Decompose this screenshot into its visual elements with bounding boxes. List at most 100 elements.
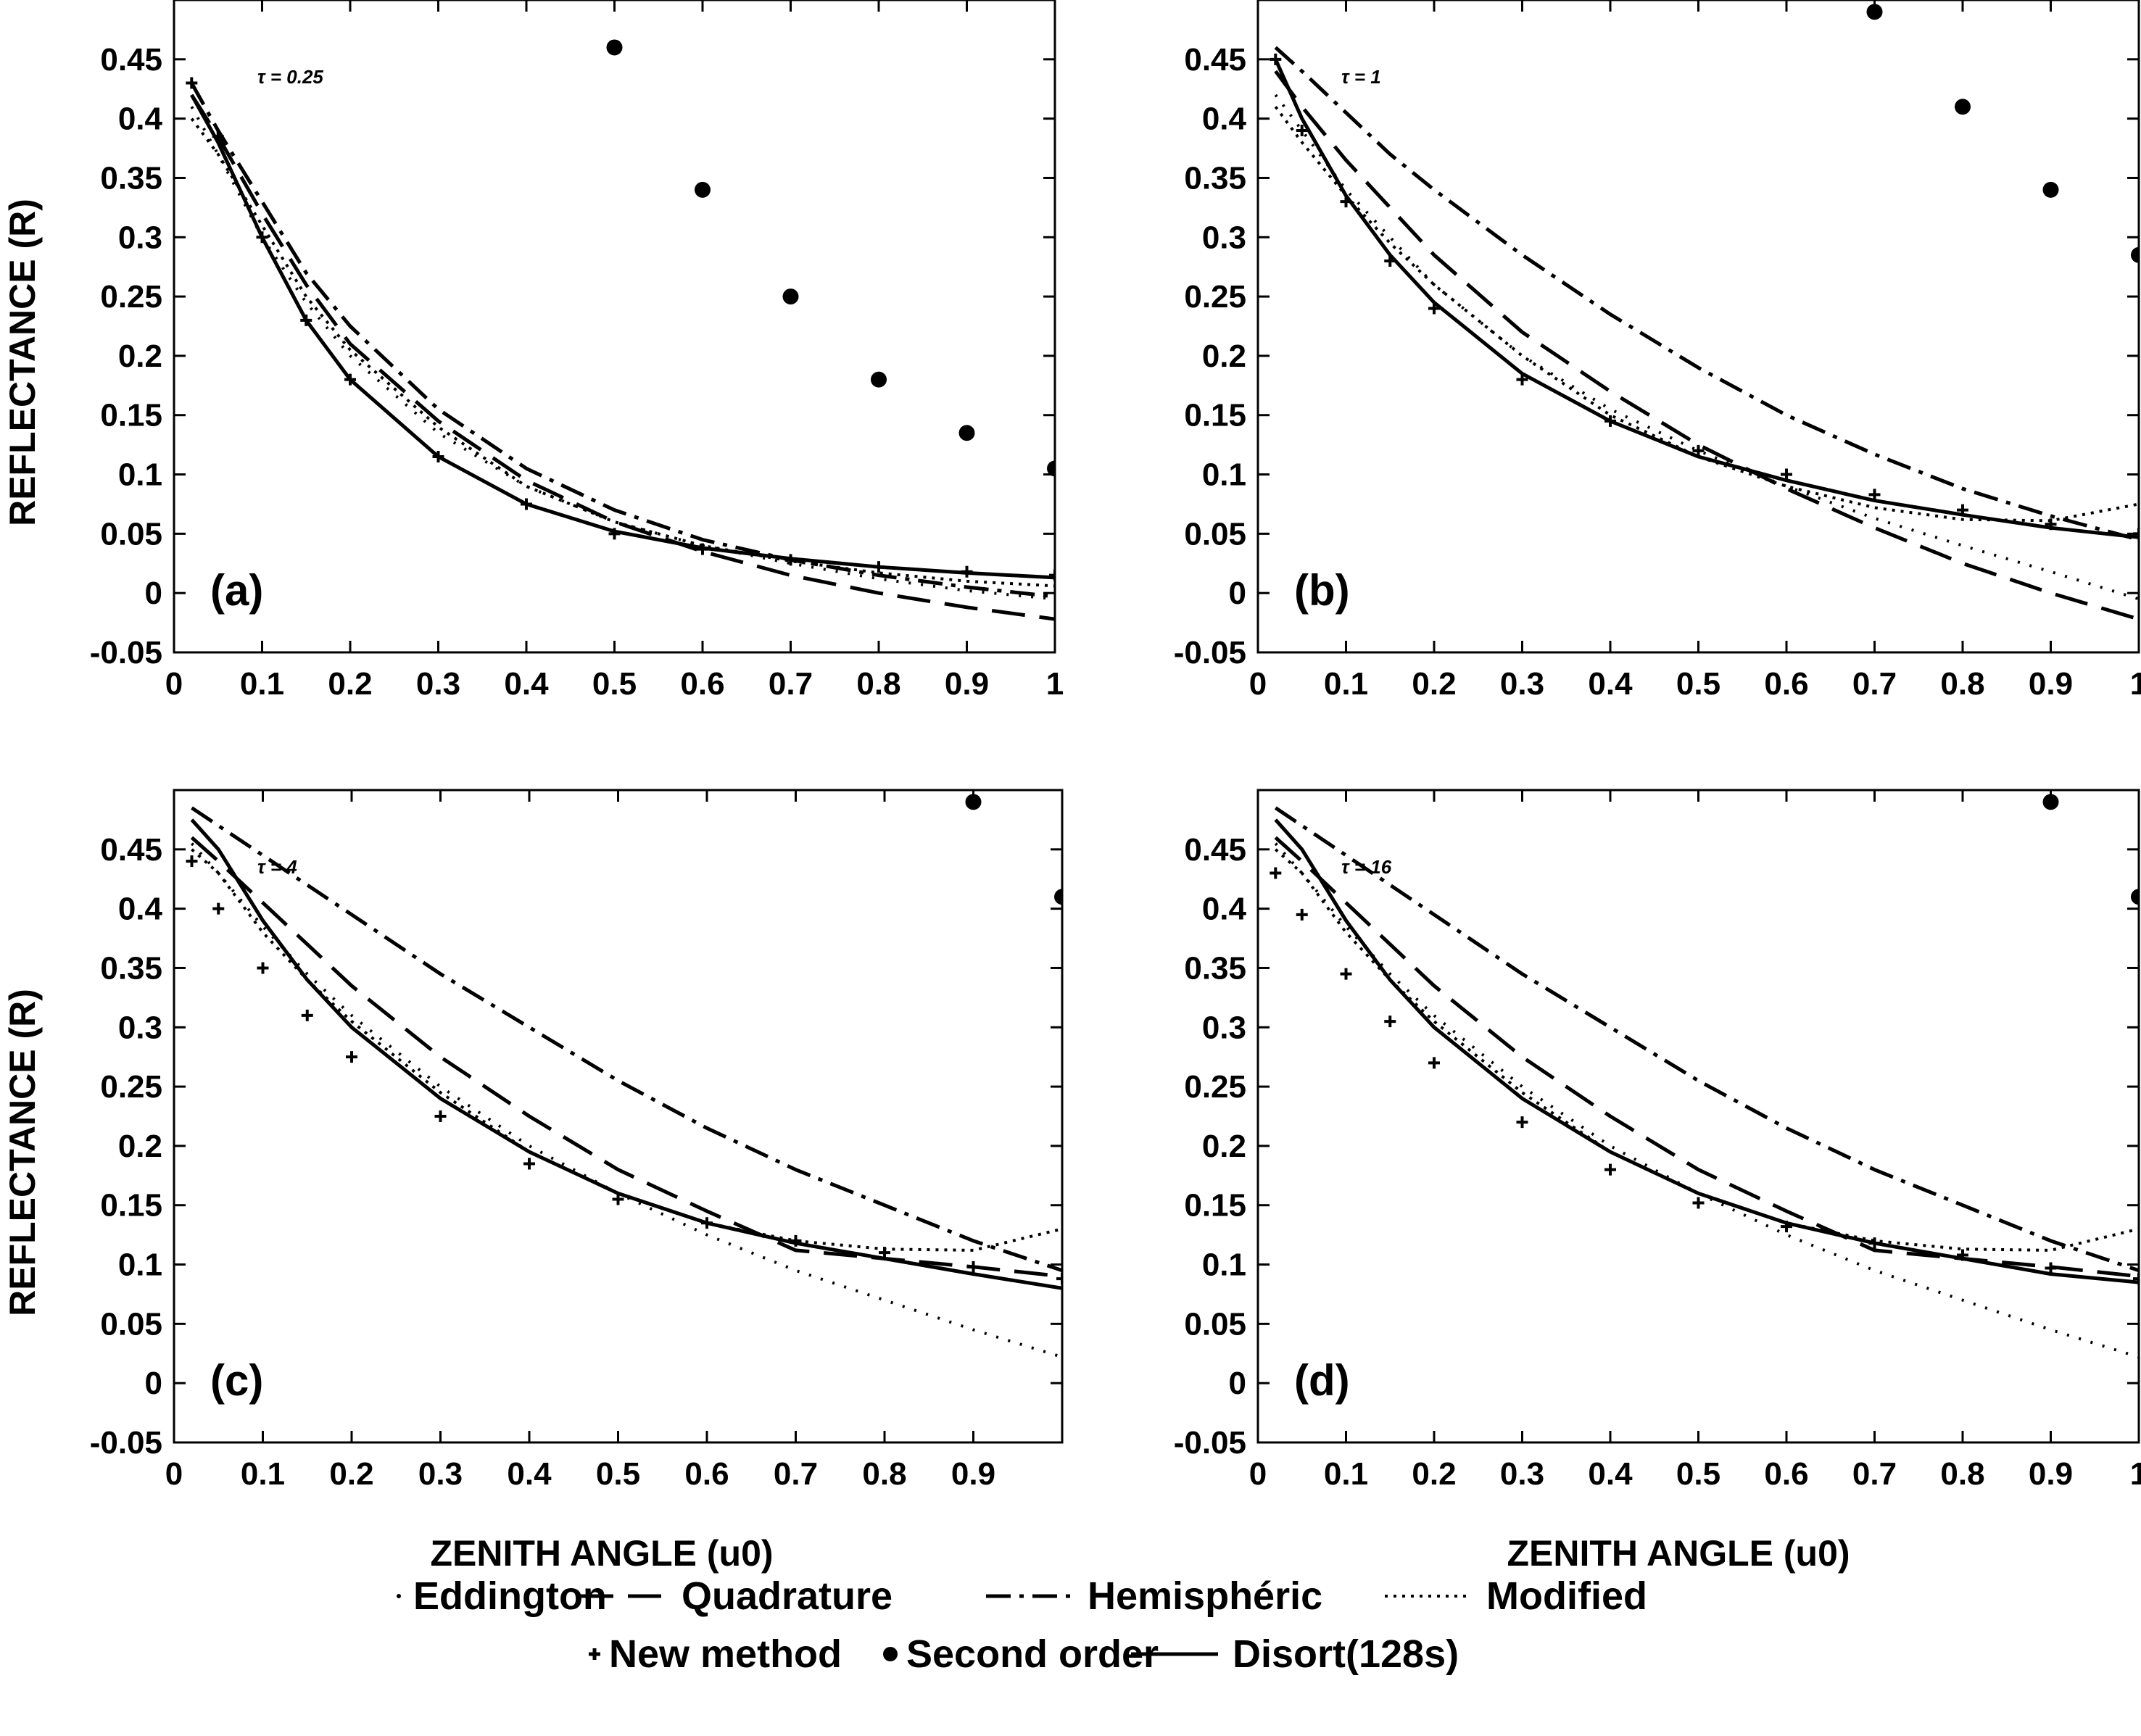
new-method-marker bbox=[2045, 1262, 2057, 1274]
legend-label-disort: Disort(128s) bbox=[1233, 1632, 1459, 1676]
x-tick-label: 0.3 bbox=[418, 1456, 463, 1492]
x-tick-label: 0.5 bbox=[1676, 666, 1720, 702]
x-axis-title-left: ZENITH ANGLE (u0) bbox=[430, 1533, 773, 1574]
x-tick-label: 0.6 bbox=[1764, 666, 1808, 702]
x-tick-label: 0 bbox=[1249, 666, 1267, 702]
y-tick-label: 0.05 bbox=[100, 516, 162, 552]
new-method-marker bbox=[2133, 1273, 2139, 1285]
x-tick-label: 0.8 bbox=[856, 666, 900, 702]
y-tick-label: 0.1 bbox=[1202, 1247, 1246, 1283]
y-tick-label: 0.2 bbox=[118, 1129, 162, 1164]
x-tick-label: 0.8 bbox=[1940, 666, 1984, 702]
chart-panels: 0.450.40.350.30.250.20.150.10.050-0.050 0… bbox=[90, 0, 2141, 1492]
y-tick-label: 0.35 bbox=[1184, 160, 1246, 196]
x-tick-label: 0.4 bbox=[507, 1456, 552, 1492]
quadrature-line bbox=[1274, 836, 2139, 1279]
y-tick-label: 0.35 bbox=[100, 950, 162, 986]
plot-frame bbox=[1256, 0, 2140, 654]
y-tick-label: 0.4 bbox=[1202, 892, 1247, 927]
y-tick-label: 0.05 bbox=[100, 1306, 162, 1342]
x-tick-label: 0.9 bbox=[2029, 1456, 2073, 1492]
new-method-marker bbox=[1270, 867, 1282, 879]
tau-annotation: τ = 1 bbox=[1341, 66, 1381, 88]
new-method-marker bbox=[346, 1051, 357, 1063]
y-tick-label: 0.2 bbox=[1202, 339, 1246, 374]
chart-panel-2: 0.450.40.350.30.250.20.150.10.050-0.050 0… bbox=[1174, 0, 2141, 702]
new-method-marker bbox=[1516, 373, 1528, 386]
x-tick-label: 0.5 bbox=[1676, 1456, 1720, 1492]
y-tick-label: 0.25 bbox=[1184, 1069, 1246, 1105]
y-axis-title-top: REFLECTANCE (R) bbox=[2, 199, 43, 526]
x-tick-label: 0.4 bbox=[1588, 666, 1633, 702]
second-order-marker bbox=[606, 39, 623, 56]
y-tick-label: 0.35 bbox=[1184, 950, 1246, 986]
y-tick-label: 0.25 bbox=[100, 1069, 162, 1105]
second-order-marker bbox=[1955, 99, 1971, 115]
y-tick-label: 0.3 bbox=[1202, 1010, 1246, 1045]
second-order-marker bbox=[2042, 794, 2059, 810]
x-tick-label: 0.1 bbox=[241, 1456, 285, 1492]
modified-line bbox=[191, 848, 1062, 1252]
y-axis-title-bottom: REFLECTANCE (R) bbox=[2, 989, 43, 1316]
legend-swatch-eddington bbox=[397, 1594, 401, 1598]
x-tick-label: 0.7 bbox=[1852, 1456, 1897, 1492]
new-method-marker bbox=[1516, 1116, 1528, 1129]
legend-label-quadrature: Quadrature bbox=[682, 1574, 893, 1618]
panel-label: (c) bbox=[210, 1356, 263, 1405]
disort-line bbox=[190, 94, 1055, 580]
x-tick-label: 0.5 bbox=[592, 666, 637, 702]
x-tick-label: 0.7 bbox=[774, 1456, 818, 1492]
new-method-marker bbox=[2133, 528, 2139, 540]
new-method-marker bbox=[434, 1110, 447, 1122]
x-tick-label: 1 bbox=[2130, 666, 2141, 702]
x-axis-title-right: ZENITH ANGLE (u0) bbox=[1507, 1533, 1850, 1574]
y-tick-label: 0.15 bbox=[100, 398, 162, 433]
modified-line bbox=[190, 117, 1055, 588]
x-tick-label: 0 bbox=[1249, 1456, 1267, 1492]
legend-label-eddington: Eddington bbox=[413, 1574, 607, 1618]
y-tick-label: 0 bbox=[1229, 576, 1246, 611]
tau-annotation: τ = 0.25 bbox=[257, 66, 323, 88]
x-tick-label: 0.8 bbox=[1940, 1456, 1984, 1492]
new-method-marker bbox=[967, 1261, 980, 1273]
y-tick-label: 0.4 bbox=[118, 892, 163, 927]
second-order-marker bbox=[965, 794, 982, 810]
y-tick-label: 0.2 bbox=[118, 339, 162, 374]
x-tick-label: 0.7 bbox=[1852, 666, 1897, 702]
new-method-marker bbox=[1868, 489, 1881, 501]
new-method-marker bbox=[1296, 908, 1308, 921]
panel-label: (d) bbox=[1294, 1356, 1350, 1405]
new-method-marker bbox=[1056, 1273, 1062, 1285]
disort-line bbox=[1274, 58, 2139, 539]
y-tick-label: -0.05 bbox=[1174, 1425, 1246, 1461]
plot-area bbox=[1270, 4, 2139, 621]
y-tick-label: 0.15 bbox=[100, 1188, 162, 1224]
panel-label: (a) bbox=[210, 566, 263, 615]
x-tick-label: 0.7 bbox=[769, 666, 813, 702]
disort-line bbox=[190, 818, 1062, 1290]
hemispheric-line bbox=[190, 82, 1055, 599]
plot-area bbox=[1270, 794, 2139, 1359]
x-tick-label: 0.6 bbox=[1764, 1456, 1808, 1492]
y-tick-label: 0.45 bbox=[1184, 42, 1246, 78]
second-order-marker bbox=[1047, 460, 1055, 477]
y-tick-label: 0.45 bbox=[100, 42, 162, 78]
x-tick-label: 0.8 bbox=[862, 1456, 906, 1492]
new-method-marker bbox=[1692, 444, 1705, 457]
chart-panel-1: 0.450.40.350.30.250.20.150.10.050-0.050 0… bbox=[90, 0, 1064, 702]
plot-frame bbox=[1256, 789, 2140, 1444]
second-order-marker bbox=[958, 425, 975, 441]
x-tick-label: 0.1 bbox=[1324, 1456, 1368, 1492]
second-order-marker bbox=[2042, 181, 2059, 198]
y-tick-label: 0.4 bbox=[1202, 101, 1247, 137]
x-tick-label: 0.9 bbox=[951, 1456, 995, 1492]
second-order-marker bbox=[2131, 246, 2139, 263]
panel-label: (b) bbox=[1294, 566, 1350, 615]
x-tick-label: 0.6 bbox=[684, 1456, 729, 1492]
y-tick-label: 0.35 bbox=[100, 160, 162, 196]
y-tick-label: -0.05 bbox=[1174, 635, 1246, 670]
new-method-marker bbox=[1384, 1016, 1396, 1028]
new-method-marker bbox=[1428, 1057, 1440, 1069]
quadrature-line bbox=[1274, 70, 2139, 621]
